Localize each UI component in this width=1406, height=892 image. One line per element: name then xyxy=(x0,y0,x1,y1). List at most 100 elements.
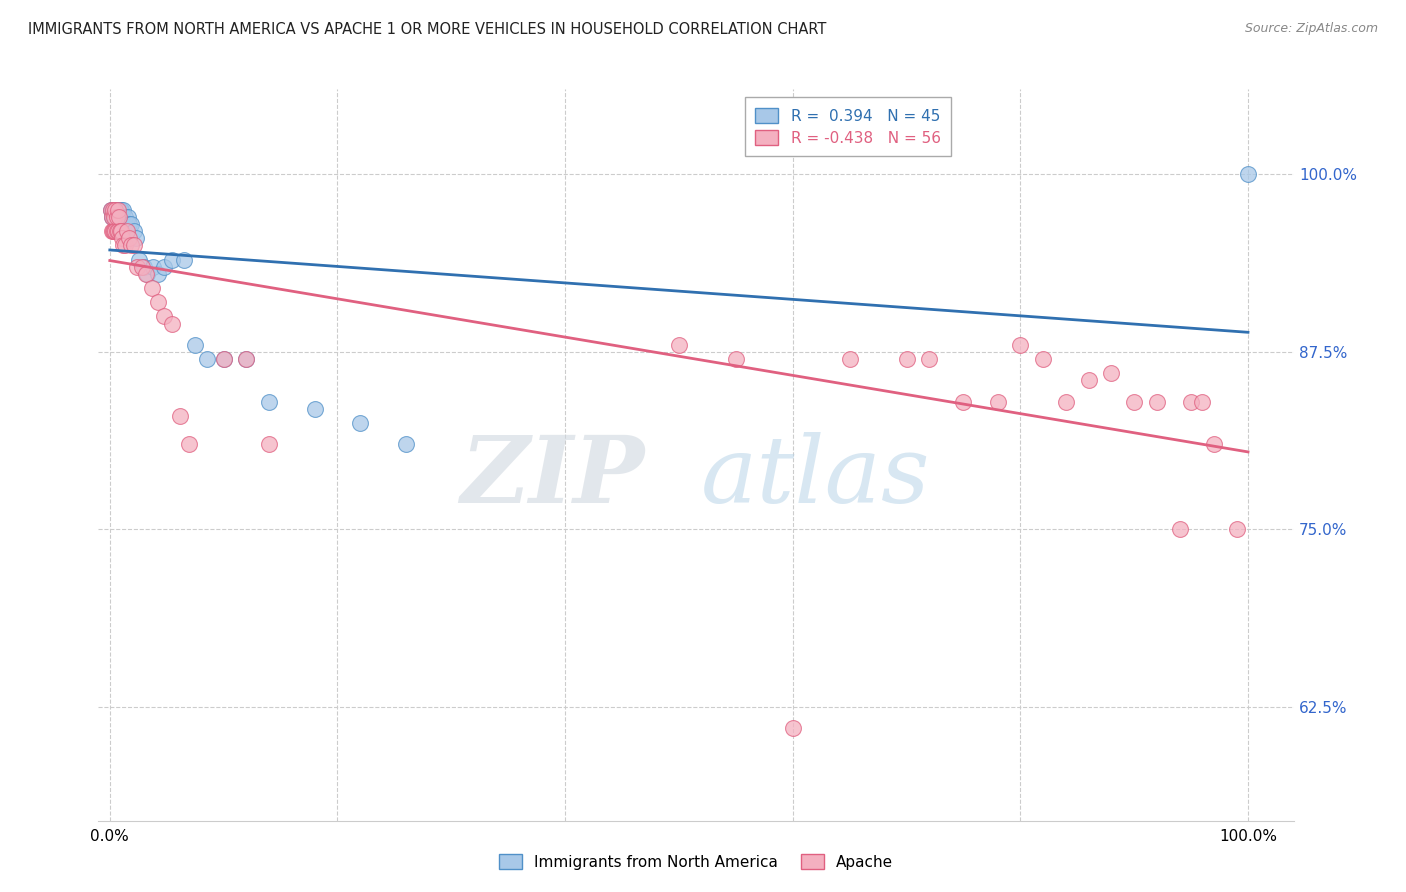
Legend: Immigrants from North America, Apache: Immigrants from North America, Apache xyxy=(489,845,903,879)
Point xyxy=(173,252,195,267)
Point xyxy=(103,202,125,217)
Point xyxy=(104,224,127,238)
Point xyxy=(104,210,127,224)
Point xyxy=(107,202,129,217)
Point xyxy=(1168,523,1191,537)
Point xyxy=(103,202,125,217)
Point xyxy=(117,210,139,224)
Point xyxy=(235,352,257,367)
Point xyxy=(132,260,155,274)
Text: atlas: atlas xyxy=(700,432,931,522)
Point xyxy=(120,217,142,231)
Point xyxy=(349,416,371,430)
Point xyxy=(115,224,138,238)
Point xyxy=(108,224,131,238)
Point xyxy=(108,210,131,224)
Point xyxy=(101,210,124,224)
Point xyxy=(118,217,141,231)
Point xyxy=(257,437,280,451)
Point xyxy=(1123,394,1146,409)
Point xyxy=(918,352,941,367)
Point xyxy=(110,224,132,238)
Text: ZIP: ZIP xyxy=(460,432,645,522)
Point xyxy=(101,224,124,238)
Point xyxy=(107,224,129,238)
Point xyxy=(212,352,235,367)
Point xyxy=(125,231,148,245)
Point xyxy=(135,267,157,281)
Point xyxy=(1202,437,1225,451)
Point xyxy=(235,352,257,367)
Point xyxy=(668,338,690,352)
Point xyxy=(127,260,149,274)
Point xyxy=(103,210,125,224)
Point xyxy=(114,238,136,252)
Point xyxy=(104,202,127,217)
Point xyxy=(122,238,145,252)
Point xyxy=(111,231,134,245)
Point xyxy=(110,202,132,217)
Point xyxy=(987,394,1010,409)
Point xyxy=(896,352,918,367)
Point xyxy=(122,224,145,238)
Point xyxy=(184,338,207,352)
Point xyxy=(107,210,129,224)
Point xyxy=(1054,394,1077,409)
Point xyxy=(1146,394,1168,409)
Point xyxy=(108,202,131,217)
Point xyxy=(146,295,169,310)
Point xyxy=(1180,394,1202,409)
Point xyxy=(105,224,128,238)
Point xyxy=(108,210,131,224)
Point xyxy=(724,352,747,367)
Point xyxy=(1237,168,1260,182)
Point xyxy=(162,252,184,267)
Point xyxy=(108,210,131,224)
Point xyxy=(100,202,122,217)
Point xyxy=(257,394,280,409)
Point xyxy=(103,224,125,238)
Point xyxy=(112,202,135,217)
Point xyxy=(103,202,125,217)
Point xyxy=(136,267,159,281)
Point xyxy=(179,437,201,451)
Point xyxy=(111,210,134,224)
Point xyxy=(101,210,124,224)
Point xyxy=(162,317,184,331)
Point xyxy=(141,281,163,295)
Text: IMMIGRANTS FROM NORTH AMERICA VS APACHE 1 OR MORE VEHICLES IN HOUSEHOLD CORRELAT: IMMIGRANTS FROM NORTH AMERICA VS APACHE … xyxy=(28,22,827,37)
Point xyxy=(838,352,860,367)
Point xyxy=(115,224,138,238)
Point xyxy=(101,202,124,217)
Point xyxy=(118,231,141,245)
Point xyxy=(107,202,129,217)
Point xyxy=(1099,366,1122,380)
Point xyxy=(212,352,235,367)
Point xyxy=(105,210,128,224)
Point xyxy=(120,238,142,252)
Point xyxy=(103,210,125,224)
Point xyxy=(304,401,326,416)
Point xyxy=(1226,523,1249,537)
Point xyxy=(103,210,125,224)
Point xyxy=(782,722,804,736)
Point xyxy=(195,352,218,367)
Point xyxy=(104,202,127,217)
Point xyxy=(100,202,122,217)
Point xyxy=(128,252,150,267)
Point xyxy=(169,409,191,423)
Point xyxy=(114,210,136,224)
Point xyxy=(131,260,153,274)
Point xyxy=(108,202,131,217)
Point xyxy=(1077,373,1099,387)
Point xyxy=(1032,352,1054,367)
Point xyxy=(153,310,176,324)
Point xyxy=(1010,338,1032,352)
Point xyxy=(105,202,128,217)
Text: Source: ZipAtlas.com: Source: ZipAtlas.com xyxy=(1244,22,1378,36)
Point xyxy=(395,437,418,451)
Point xyxy=(142,260,165,274)
Point xyxy=(153,260,176,274)
Point xyxy=(952,394,974,409)
Point xyxy=(1191,394,1213,409)
